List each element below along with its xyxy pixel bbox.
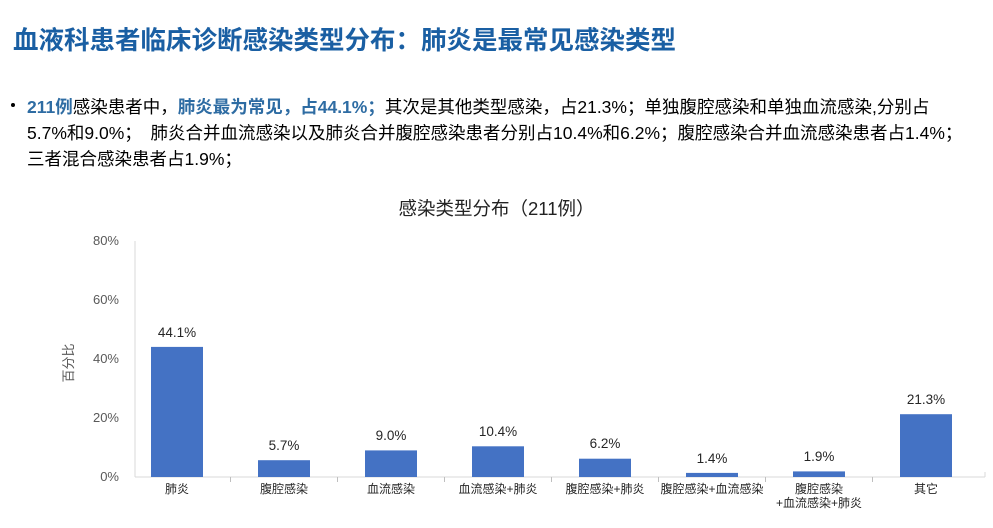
svg-text:1.4%: 1.4% — [697, 451, 728, 466]
svg-text:肺炎: 肺炎 — [165, 482, 189, 496]
svg-text:腹腔感染+肺炎: 腹腔感染+肺炎 — [565, 481, 644, 496]
svg-text:腹腔感染: 腹腔感染 — [795, 481, 843, 496]
svg-text:10.4%: 10.4% — [479, 424, 517, 439]
svg-text:血流感染+肺炎: 血流感染+肺炎 — [458, 481, 537, 496]
svg-text:20%: 20% — [93, 410, 119, 425]
svg-text:百分比: 百分比 — [61, 343, 76, 382]
svg-text:腹腔感染: 腹腔感染 — [260, 481, 308, 496]
svg-text:5.7%: 5.7% — [269, 438, 300, 453]
svg-text:0%: 0% — [100, 469, 119, 484]
svg-text:血流感染: 血流感染 — [367, 481, 415, 496]
svg-text:9.0%: 9.0% — [376, 428, 407, 443]
svg-text:+血流感染+肺炎: +血流感染+肺炎 — [776, 495, 862, 510]
svg-text:其它: 其它 — [914, 481, 938, 496]
svg-text:1.9%: 1.9% — [804, 449, 835, 464]
svg-text:80%: 80% — [93, 233, 119, 248]
svg-text:60%: 60% — [93, 292, 119, 307]
svg-text:21.3%: 21.3% — [907, 392, 945, 407]
svg-text:腹腔感染+血流感染: 腹腔感染+血流感染 — [660, 481, 763, 496]
svg-text:44.1%: 44.1% — [158, 325, 196, 340]
svg-text:6.2%: 6.2% — [590, 436, 621, 451]
svg-text:40%: 40% — [93, 351, 119, 366]
